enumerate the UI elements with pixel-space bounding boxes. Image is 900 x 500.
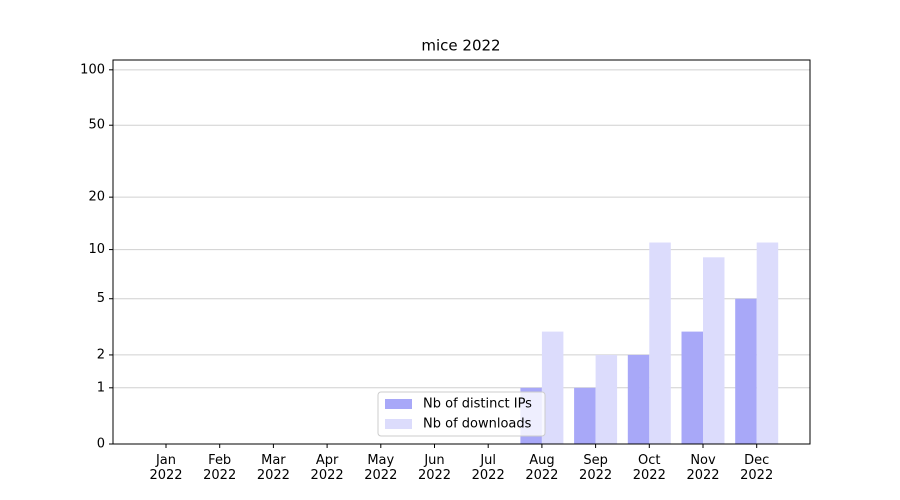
y-tick-label: 10 bbox=[88, 242, 105, 257]
y-tick-label: 100 bbox=[80, 62, 105, 77]
legend-box bbox=[377, 391, 546, 437]
x-tick-label: Jan 2022 bbox=[149, 453, 183, 483]
bar bbox=[756, 242, 779, 444]
x-tick-label: Oct 2022 bbox=[632, 453, 666, 483]
x-tick-label: Mar 2022 bbox=[256, 453, 290, 483]
bar bbox=[541, 331, 564, 444]
x-tick-label: Feb 2022 bbox=[203, 453, 237, 483]
x-tick-label: Jul 2022 bbox=[471, 453, 505, 483]
y-tick-label: 5 bbox=[97, 291, 105, 306]
y-tick-label: 50 bbox=[88, 118, 105, 133]
x-tick-label: Dec 2022 bbox=[740, 453, 774, 483]
x-tick-label: Nov 2022 bbox=[686, 453, 720, 483]
legend: Nb of distinct IPs Nb of downloads bbox=[377, 391, 546, 437]
legend-label: Nb of distinct IPs bbox=[423, 397, 532, 412]
legend-swatch bbox=[385, 419, 412, 429]
bar bbox=[735, 298, 757, 444]
legend-swatch bbox=[385, 399, 412, 409]
plot-frame bbox=[112, 59, 811, 445]
y-tick-label: 0 bbox=[97, 437, 105, 452]
bar bbox=[574, 387, 596, 444]
bar bbox=[649, 242, 671, 444]
legend-label: Nb of downloads bbox=[423, 417, 532, 432]
x-tick-label: Aug 2022 bbox=[525, 453, 559, 483]
chart-title: mice 2022 bbox=[421, 37, 500, 55]
bar bbox=[627, 354, 650, 444]
x-tick-label: May 2022 bbox=[364, 453, 398, 483]
bar bbox=[595, 354, 618, 444]
y-tick-label: 1 bbox=[97, 380, 105, 395]
bar bbox=[681, 331, 703, 444]
bar bbox=[703, 257, 725, 444]
x-tick-label: Jun 2022 bbox=[417, 453, 452, 483]
y-tick-label: 20 bbox=[88, 190, 105, 205]
y-tick-label: 2 bbox=[97, 347, 105, 362]
x-tick-label: Apr 2022 bbox=[310, 453, 344, 483]
x-tick-label: Sep 2022 bbox=[579, 453, 613, 483]
